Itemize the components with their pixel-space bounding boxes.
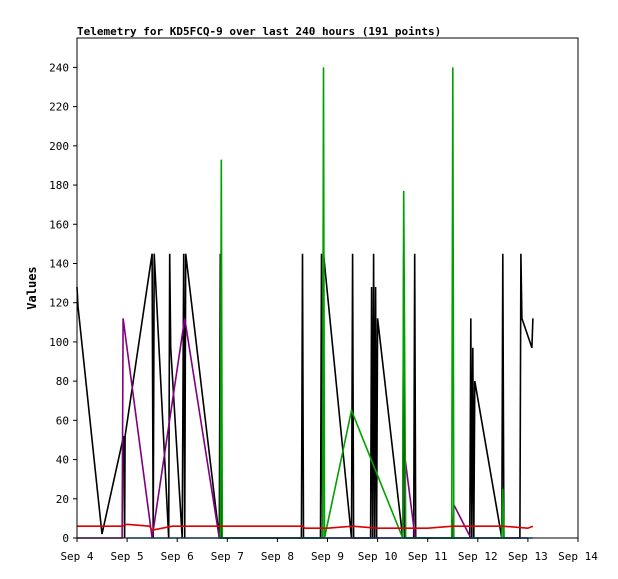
y-axis-label: Values [25, 266, 39, 309]
chart-title: Telemetry for KD5FCQ-9 over last 240 hou… [77, 25, 441, 38]
y-tick-label: 180 [49, 179, 69, 192]
y-tick-label: 160 [49, 218, 69, 231]
x-tick-label: Sep 13 [508, 550, 548, 563]
y-tick-label: 200 [49, 140, 69, 153]
y-tick-label: 140 [49, 257, 69, 270]
x-tick-label: Sep 10 [358, 550, 398, 563]
y-tick-label: 120 [49, 297, 69, 310]
x-tick-label: Sep 12 [458, 550, 498, 563]
y-tick-label: 40 [56, 454, 69, 467]
y-tick-label: 20 [56, 493, 69, 506]
y-tick-label: 80 [56, 375, 69, 388]
series-line-0 [76, 253, 534, 539]
series-line-2 [219, 67, 505, 539]
series-line-3 [77, 523, 534, 532]
x-tick-label: Sep 9 [311, 550, 344, 563]
x-tick-label: Sep 8 [261, 550, 294, 563]
x-tick-label: Sep 6 [161, 550, 194, 563]
x-tick-label: Sep 7 [211, 550, 244, 563]
y-tick-label: 0 [62, 532, 69, 545]
x-tick-label: Sep 14 [558, 550, 598, 563]
x-tick-label: Sep 11 [408, 550, 448, 563]
y-tick-label: 100 [49, 336, 69, 349]
y-tick-label: 220 [49, 101, 69, 114]
y-tick-label: 60 [56, 414, 69, 427]
x-tick-label: Sep 5 [111, 550, 144, 563]
x-tick-label: Sep 4 [60, 550, 93, 563]
y-tick-label: 240 [49, 61, 69, 74]
